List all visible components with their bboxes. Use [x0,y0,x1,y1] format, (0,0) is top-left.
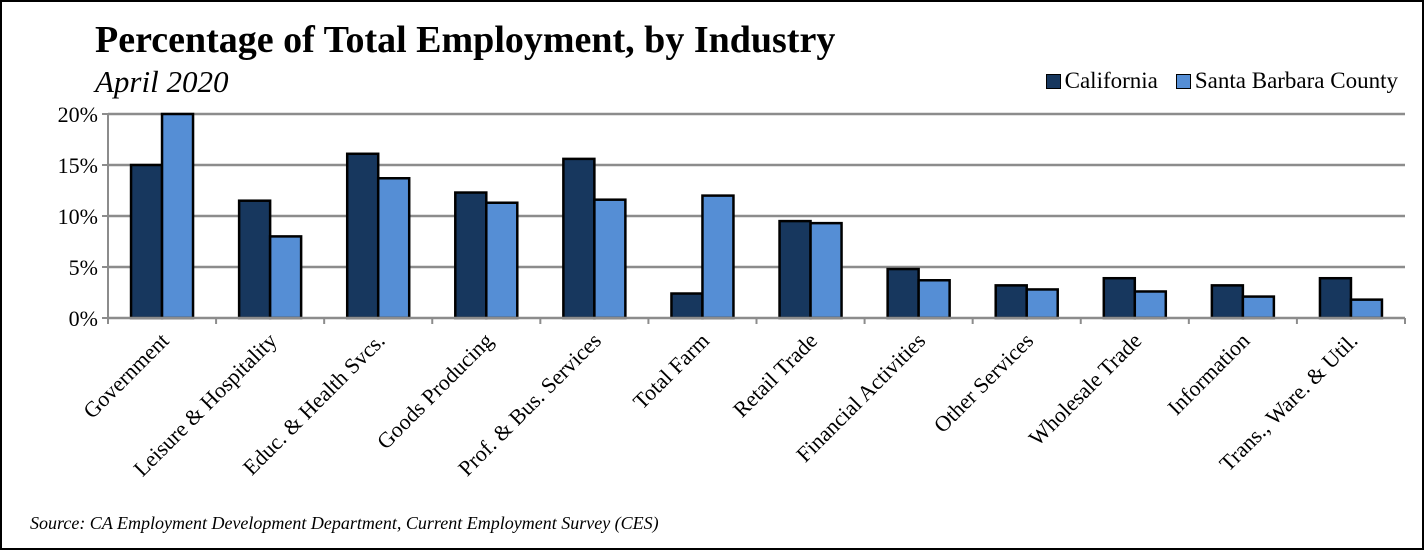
source-note: Source: CA Employment Development Depart… [30,513,659,533]
y-tick-label: 5% [69,255,98,280]
bar-santa-barbara [1133,290,1168,320]
bar-california [778,219,812,320]
bar-santa-barbara [268,235,303,320]
bar-santa-barbara [593,198,627,320]
y-tick-label: 10% [58,204,98,229]
category-label: Other Services [929,328,1039,438]
bar-santa-barbara [701,194,735,320]
axes [102,113,1406,324]
bar-california [345,152,380,320]
category-label: Retail Trade [728,328,822,422]
bar-california [237,199,272,320]
legend-label-santa-barbara: Santa Barbara County [1194,68,1398,93]
bar-santa-barbara [1025,288,1059,320]
bar-california [886,267,920,320]
category-label: Government [78,328,173,423]
category-label: Wholesale Trade [1024,328,1147,451]
legend-swatch-santa-barbara [1175,73,1191,89]
category-label: Total Farm [628,328,714,414]
legend-swatch-california [1045,73,1061,89]
gridlines [108,112,1405,269]
legend-item-santa-barbara: Santa Barbara County [1175,68,1398,94]
category-label: Goods Producing [372,328,498,454]
bar-california [1318,276,1353,320]
bar-california [1102,276,1137,320]
bar-santa-barbara [1349,298,1384,320]
bar-santa-barbara [809,221,843,320]
y-tick-labels: 0% 5% 10% 15% 20% [58,102,98,331]
bar-santa-barbara [485,201,519,320]
bar-santa-barbara [376,177,411,320]
chart-title: Percentage of Total Employment, by Indus… [95,19,836,61]
chart-subtitle: April 2020 [95,64,229,99]
bar-california [994,284,1028,320]
legend-item-california: California [1045,68,1158,94]
y-tick-label: 20% [58,102,98,127]
bar-california [1210,284,1245,320]
legend-label-california: California [1064,68,1158,93]
y-tick-label: 15% [58,153,98,178]
bar-santa-barbara [917,279,951,320]
bar-california [670,292,704,320]
legend: California Santa Barbara County [1045,68,1398,94]
bar-santa-barbara [160,112,195,320]
bar-santa-barbara [1241,295,1276,320]
bar-california [562,157,596,320]
y-tick-label: 0% [69,306,98,331]
bar-california [454,191,488,320]
bar-california [129,163,164,320]
category-label: Information [1162,328,1254,420]
